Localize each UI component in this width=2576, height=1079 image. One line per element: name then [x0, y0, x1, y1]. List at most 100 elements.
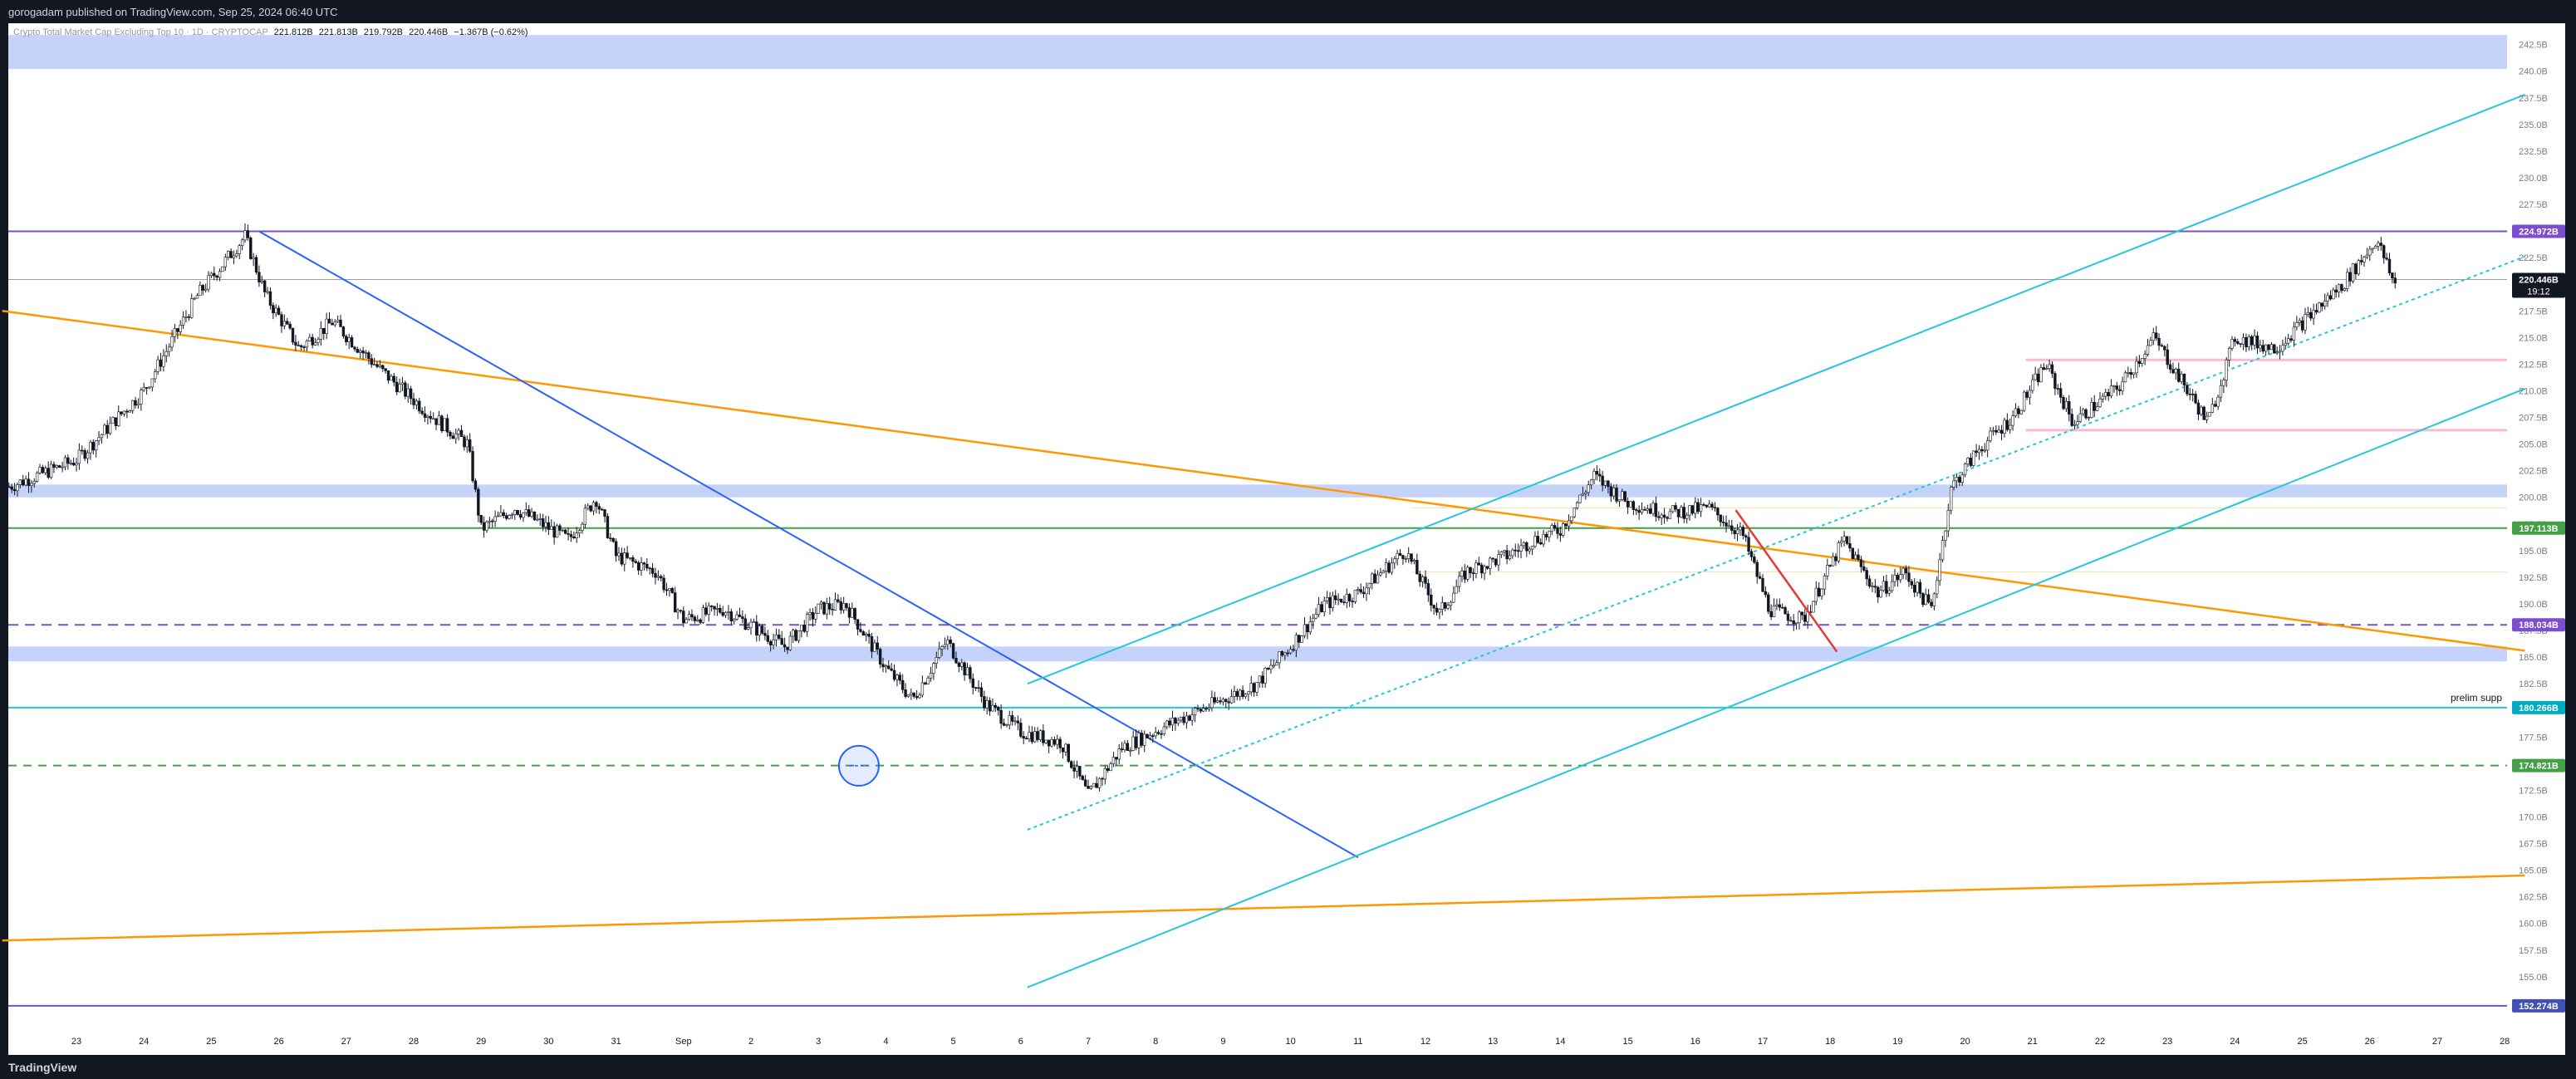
candle-body [892, 669, 896, 680]
candle-body [1168, 720, 1171, 726]
candle-body [1688, 505, 1691, 516]
candle-body [1064, 743, 1067, 753]
price-tag-resistance-text: 224.972B [2519, 227, 2559, 237]
candle-body [246, 230, 250, 238]
candle-body [2328, 295, 2333, 300]
candle-body [243, 230, 247, 241]
candle-body [1407, 553, 1411, 559]
candle-body [2078, 413, 2083, 422]
x-tick-label: 15 [1622, 1037, 1632, 1047]
candle-body [2019, 410, 2023, 414]
candle-body [235, 253, 238, 257]
candle-body [1404, 558, 1408, 560]
candle-body [1418, 573, 1421, 582]
candle-body [1508, 555, 1512, 560]
candle-body [1550, 525, 1553, 532]
candle-body [2377, 243, 2380, 247]
candle-body [1511, 549, 1514, 557]
y-tick-label: 212.5B [2519, 360, 2548, 370]
candle-body [2314, 310, 2318, 313]
candle-body [670, 588, 674, 593]
candle-body [418, 400, 421, 412]
candle-body [2351, 263, 2355, 282]
candle-body [350, 337, 354, 348]
candle-body [530, 511, 533, 517]
candle-body [1258, 675, 1262, 683]
candle-body [2121, 381, 2124, 391]
candle-body [1022, 736, 1025, 739]
candle-body [1067, 743, 1071, 763]
candle-body [16, 484, 19, 492]
candle-body [2346, 272, 2349, 289]
candle-body [2031, 379, 2034, 391]
candle-body [130, 400, 135, 411]
candle-body [2250, 336, 2254, 346]
candle-body [1261, 675, 1264, 684]
candle-body [2393, 277, 2397, 284]
candle-body [1494, 558, 1498, 566]
price-tag-green-bg [2512, 521, 2565, 535]
candle-body [563, 529, 567, 534]
candle-body [1607, 480, 1610, 488]
candle-body [2188, 393, 2191, 395]
candle-body [1339, 598, 1343, 603]
candle-body [926, 677, 930, 684]
candle-body [1182, 716, 1185, 723]
y-tick-label: 200.0B [2519, 493, 2548, 503]
x-tick-label: 14 [1555, 1037, 1565, 1047]
candle-body [609, 537, 612, 539]
candle-body [221, 266, 224, 272]
candle-body [1823, 576, 1827, 590]
candle-body [1932, 593, 1936, 606]
candle-body [159, 359, 163, 367]
candle-body [1958, 477, 1961, 483]
candle-body [732, 619, 736, 621]
candle-body [1612, 488, 1616, 497]
candle-body [1235, 691, 1239, 697]
candle-body [778, 634, 781, 639]
candle-body [977, 687, 980, 689]
candle-body [2132, 372, 2136, 375]
candle-body [2177, 369, 2181, 382]
candle-body [252, 257, 255, 259]
candle-body [1975, 450, 1978, 454]
candle-body [861, 631, 866, 636]
candle-body [915, 696, 919, 699]
candle-body [988, 700, 992, 712]
candle-body [999, 709, 1003, 724]
candle-body [1924, 594, 1927, 606]
candle-body [788, 635, 792, 650]
candle-body [1530, 546, 1534, 550]
candle-body [204, 288, 208, 291]
candle-body [758, 625, 761, 635]
candle-body [240, 239, 244, 246]
candle-body [2306, 311, 2310, 315]
candle-body [1834, 556, 1838, 562]
candle-body [1660, 514, 1663, 518]
candle-body [575, 532, 578, 538]
candle-body [2289, 338, 2293, 341]
candle-body [63, 457, 67, 468]
candle-body [1775, 604, 1779, 606]
candle-body [1190, 714, 1194, 721]
candle-body [1991, 429, 1995, 432]
candle-body [1528, 548, 1531, 552]
candle-body [2298, 320, 2301, 323]
channel-lower-line [1027, 387, 2525, 988]
candle-body [701, 607, 705, 623]
candle-body [2318, 302, 2321, 313]
y-tick-label: 182.5B [2519, 679, 2548, 689]
price-tag-purple-dashed: 188.034B [2512, 618, 2565, 632]
price-tag-bottom: 152.274B [2512, 998, 2565, 1013]
candle-body [331, 322, 334, 326]
candle-body [1542, 533, 1545, 545]
candle-body [1269, 665, 1273, 669]
candle-body [2062, 397, 2065, 410]
candle-body [2281, 345, 2284, 352]
candle-body [527, 509, 531, 517]
candle-body [1072, 767, 1076, 772]
candle-body [1654, 503, 1658, 517]
candle-body [406, 388, 410, 397]
